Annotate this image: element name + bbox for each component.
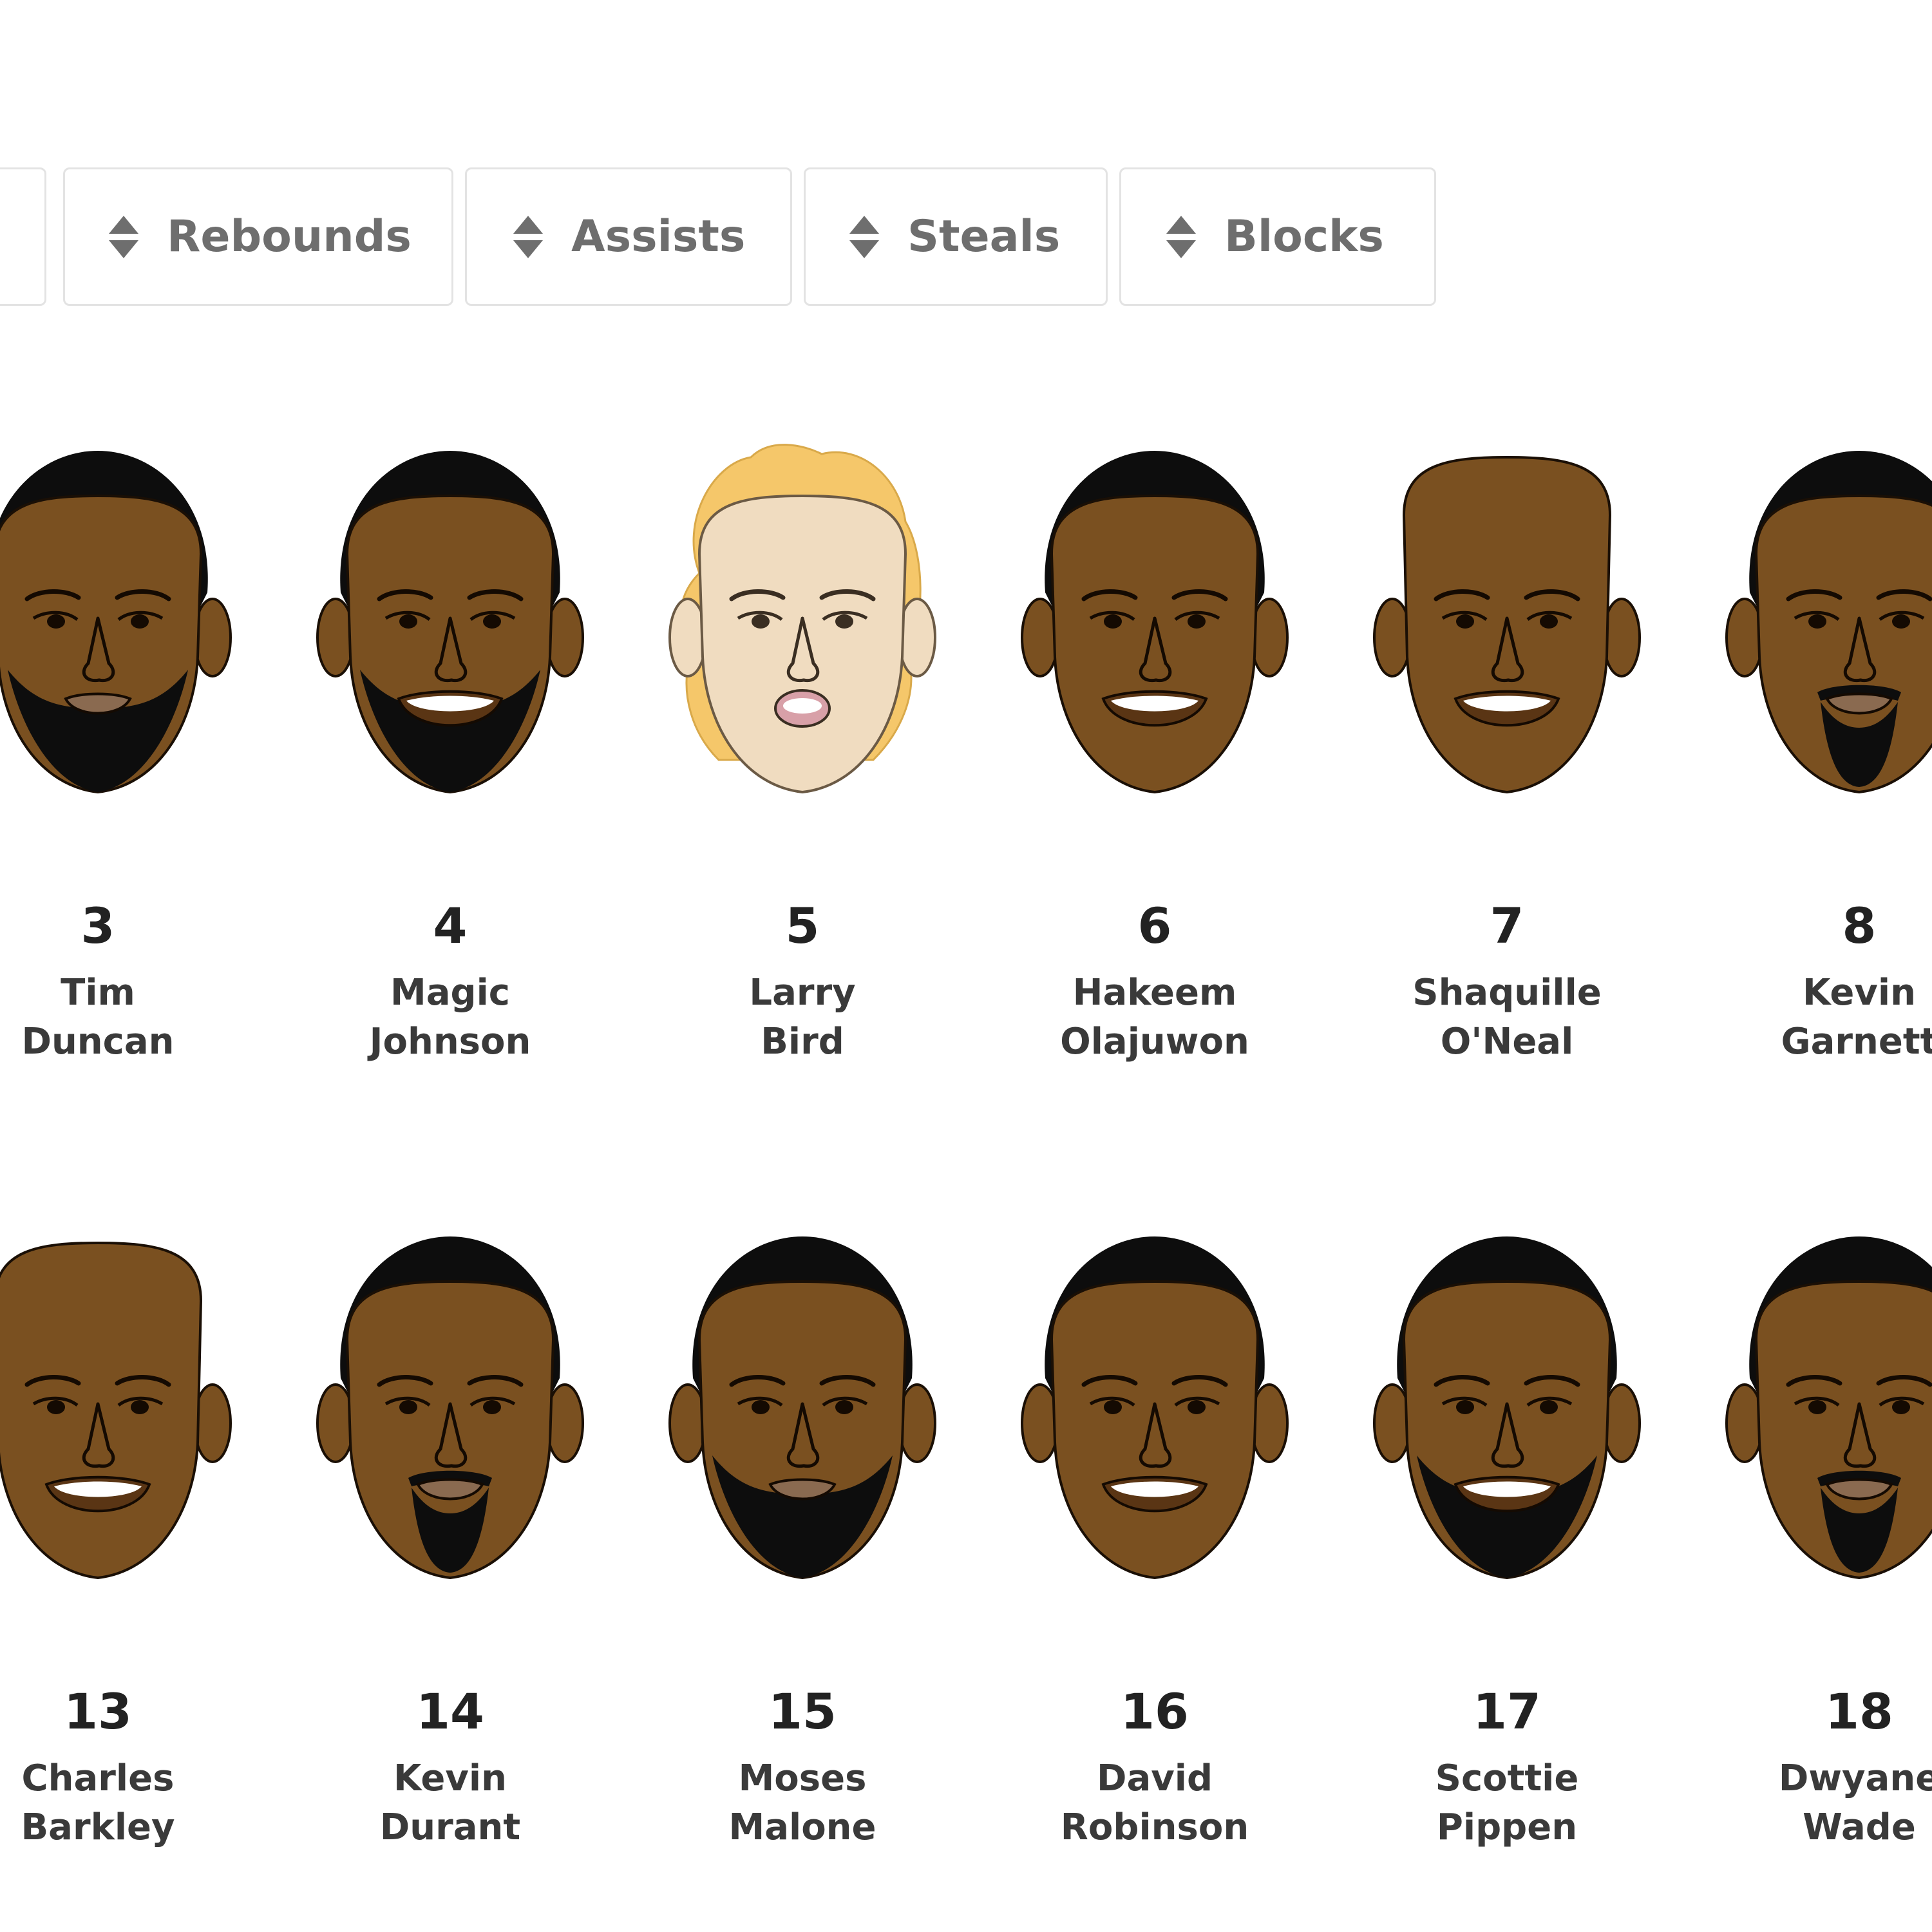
sort-arrows-icon: [513, 215, 543, 258]
player-last-name: Bird: [761, 1021, 844, 1063]
player-card[interactable]: 16 David Robinson: [978, 1211, 1331, 1852]
sort-assists-label: Assists: [571, 211, 746, 262]
player-card[interactable]: 13 Charles Barkley: [0, 1211, 274, 1852]
player-portrait: [316, 451, 584, 794]
player-rank: 16: [1121, 1683, 1189, 1740]
sort-assists-button[interactable]: Assists: [465, 167, 792, 306]
player-card[interactable]: 8 Kevin Garnett: [1683, 425, 1932, 1066]
player-first-name: Larry: [749, 972, 856, 1014]
player-portrait: [316, 1236, 584, 1580]
player-portrait: [0, 451, 232, 794]
player-first-name: Charles: [21, 1757, 175, 1799]
player-rank: 6: [1137, 897, 1172, 954]
player-last-name: Garnett: [1781, 1021, 1932, 1063]
sort-steals-label: Steals: [907, 211, 1061, 262]
sort-blocks-button[interactable]: Blocks: [1119, 167, 1436, 306]
player-first-name: Scottie: [1435, 1757, 1579, 1799]
player-first-name: Hakeem: [1072, 972, 1237, 1014]
player-first-name: Kevin: [1803, 972, 1916, 1014]
player-rank: 4: [433, 897, 468, 954]
player-last-name: Malone: [728, 1806, 876, 1848]
sort-rebounds-label: Rebounds: [167, 211, 412, 262]
player-card[interactable]: 17 Scottie Pippen: [1331, 1211, 1683, 1852]
player-card[interactable]: 7 Shaquille O'Neal: [1331, 425, 1683, 1066]
player-first-name: Tim: [61, 972, 135, 1014]
sort-blocks-label: Blocks: [1224, 211, 1384, 262]
sort-steals-button[interactable]: Steals: [804, 167, 1108, 306]
player-rank: 13: [64, 1683, 132, 1740]
player-last-name: O'Neal: [1440, 1021, 1574, 1063]
player-portrait: [1373, 1236, 1641, 1580]
player-portrait: [668, 1236, 936, 1580]
player-last-name: Olajuwon: [1060, 1021, 1249, 1063]
player-rank: 17: [1473, 1683, 1541, 1740]
player-last-name: Johnson: [369, 1021, 531, 1063]
player-first-name: Shaquille: [1412, 972, 1602, 1014]
player-rank: 3: [80, 897, 115, 954]
player-card[interactable]: 4 Magic Johnson: [274, 425, 627, 1066]
player-card[interactable]: 15 Moses Malone: [626, 1211, 979, 1852]
sort-button-partial[interactable]: [0, 167, 46, 306]
player-last-name: Durant: [379, 1806, 521, 1848]
player-portrait: [1021, 451, 1289, 794]
player-first-name: Magic: [390, 972, 510, 1014]
player-last-name: Barkley: [21, 1806, 175, 1848]
player-rank: 15: [768, 1683, 837, 1740]
player-portrait: [1373, 455, 1641, 794]
player-rank: 5: [785, 897, 820, 954]
player-last-name: Duncan: [21, 1021, 175, 1063]
player-last-name: Pippen: [1436, 1806, 1578, 1848]
player-card[interactable]: 14 Kevin Durant: [274, 1211, 627, 1852]
player-rank: 14: [416, 1683, 484, 1740]
player-first-name: Dwyane: [1778, 1757, 1932, 1799]
sort-arrows-icon: [1166, 215, 1196, 258]
player-last-name: Robinson: [1060, 1806, 1249, 1848]
player-rank: 18: [1825, 1683, 1893, 1740]
player-portrait: [668, 444, 936, 794]
player-card[interactable]: 6 Hakeem Olajuwon: [978, 425, 1331, 1066]
player-card[interactable]: 5 Larry Bird: [626, 425, 979, 1066]
player-first-name: Moses: [738, 1757, 867, 1799]
player-rank: 7: [1490, 897, 1524, 954]
sort-arrows-icon: [109, 215, 138, 258]
sort-rebounds-button[interactable]: Rebounds: [63, 167, 453, 306]
player-first-name: Kevin: [393, 1757, 507, 1799]
player-card[interactable]: 3 Tim Duncan: [0, 425, 274, 1066]
player-rank: 8: [1842, 897, 1877, 954]
player-card[interactable]: 18 Dwyane Wade: [1683, 1211, 1932, 1852]
player-last-name: Wade: [1803, 1806, 1916, 1848]
sort-arrows-icon: [849, 215, 879, 258]
player-portrait: [1725, 1236, 1932, 1580]
player-portrait: [1021, 1236, 1289, 1580]
player-portrait: [1725, 451, 1932, 794]
player-portrait: [0, 1241, 232, 1580]
player-first-name: David: [1096, 1757, 1213, 1799]
